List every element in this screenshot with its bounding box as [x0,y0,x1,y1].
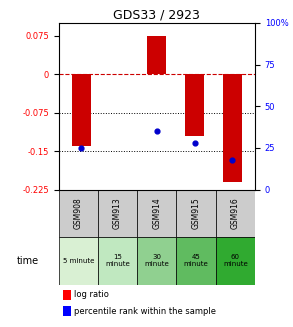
Text: 45
minute: 45 minute [184,254,208,267]
Point [192,140,197,146]
Text: GSM908: GSM908 [74,198,83,229]
Text: log ratio: log ratio [74,290,109,299]
Bar [223,74,242,182]
Bar [62,290,71,300]
Bar [98,237,137,285]
Title: GDS33 / 2923: GDS33 / 2923 [113,9,200,22]
Bar [176,237,216,285]
Text: 5 minute: 5 minute [62,258,94,264]
Bar [98,190,137,237]
Bar [59,237,98,285]
Bar [137,190,176,237]
Bar [216,190,255,237]
Bar [62,306,71,316]
Bar [147,36,166,74]
Bar [59,190,98,237]
Bar [137,237,176,285]
Text: percentile rank within the sample: percentile rank within the sample [74,307,216,316]
Text: GSM916: GSM916 [231,198,240,229]
Text: GSM914: GSM914 [152,198,161,229]
Text: GSM913: GSM913 [113,198,122,229]
Bar [72,74,91,146]
Bar [185,74,204,136]
Point [79,145,84,150]
Text: 15
minute: 15 minute [105,254,130,267]
Bar [216,237,255,285]
Bar [176,190,216,237]
Text: 30
minute: 30 minute [144,254,169,267]
Text: time: time [17,256,39,266]
Text: 60
minute: 60 minute [223,254,248,267]
Point [154,129,159,134]
Point [230,157,235,162]
Text: GSM915: GSM915 [192,198,200,229]
